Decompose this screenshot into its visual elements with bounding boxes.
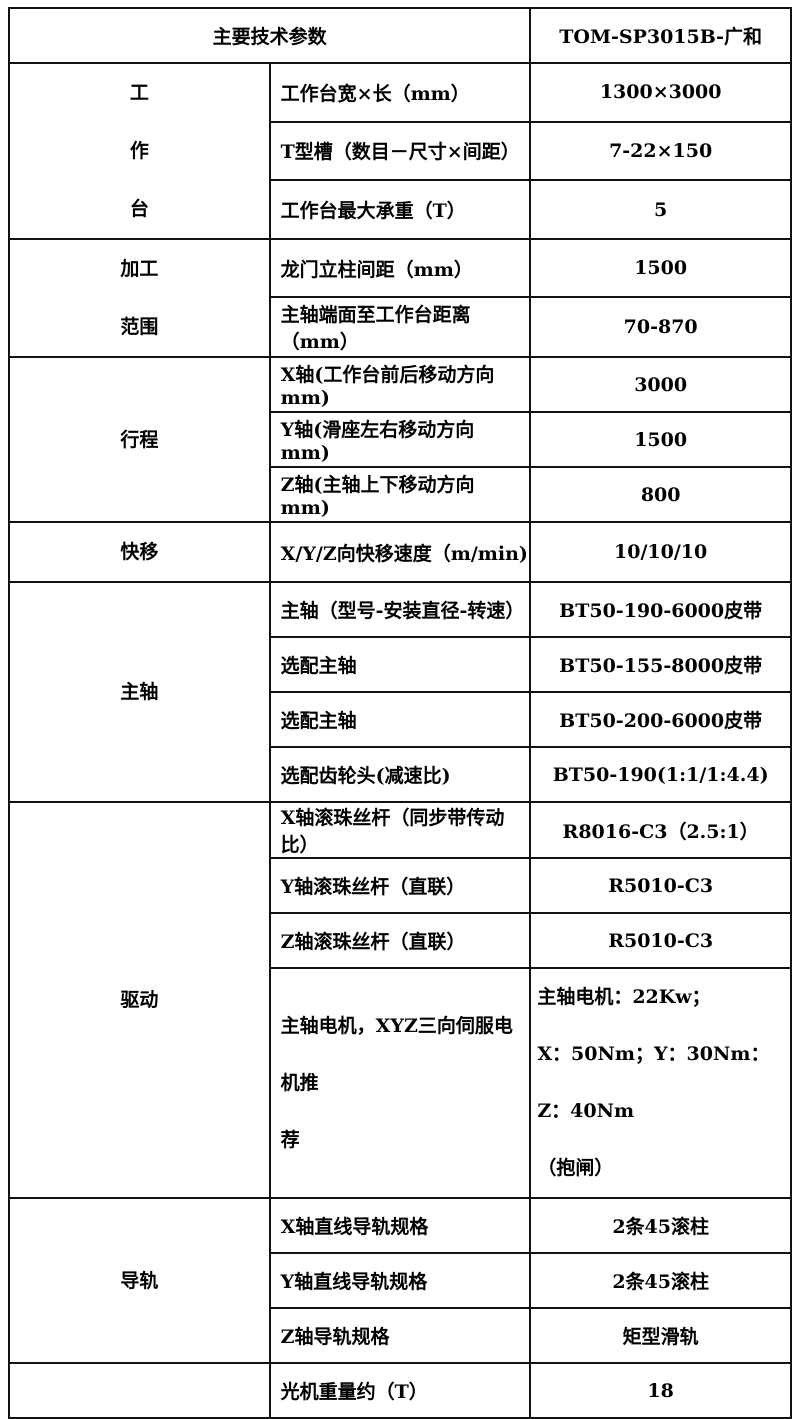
table-row: Y轴直线导轨规格 2条45滚柱 [9, 1252, 792, 1309]
table-row: Z轴(主轴上下移动方向 mm) 800 [9, 466, 792, 523]
param-cell: 光机重量约（T） [268, 1362, 532, 1419]
param-cell: 主轴电机，XYZ三向伺服电机推荐 [268, 967, 532, 1199]
value-cell: 2条45滚柱 [529, 1197, 792, 1254]
param-cell: Y轴滚珠丝杆（直联） [268, 857, 532, 914]
category-label: 驱动 [120, 989, 159, 1011]
value-cell: R5010-C3 [529, 857, 792, 914]
table-row-motor: 主轴电机，XYZ三向伺服电机推荐主轴电机：22Kw； X：50Nm；Y：30Nm：… [9, 967, 792, 1199]
table-row: T型槽（数目－尺寸×间距） 7-22×150 [9, 120, 792, 182]
category-label: 主轴 [120, 681, 159, 703]
category-cell [8, 1362, 271, 1419]
category-label: 范围 [120, 316, 159, 338]
table-row: 选配主轴 BT50-155-8000皮带 [9, 636, 792, 693]
table-row: Y轴(滑座左右移动方向 mm) 1500 [9, 411, 792, 468]
table-row: Z轴滚珠丝杆（直联） R5010-C3 [9, 912, 792, 969]
param-cell: 龙门立柱间距（mm） [268, 237, 532, 299]
category-cell: 驱动 [8, 801, 271, 1199]
value-cell: 1500 [529, 411, 792, 468]
table-row: 快移 X/Y/Z向快移速度（m/min) 10/10/10 [8, 521, 792, 583]
spec-table: 主要技术参数 TOM-SP3015B-广和 工作台工作台宽×长（mm） 1300×… [7, 7, 792, 1419]
category-label: 加工 [120, 258, 159, 280]
category-label: 工 [129, 82, 149, 104]
param-cell: Y轴直线导轨规格 [268, 1252, 532, 1309]
param-cell: 选配主轴 [268, 691, 532, 748]
category-label: 导轨 [120, 1269, 159, 1292]
param-line: 主轴电机，XYZ三向伺服电机推 [280, 1014, 513, 1094]
table-row: 工作台最大承重（T） 5 [9, 179, 792, 240]
category-cell: 加工 范围 [8, 238, 271, 358]
table-row: Z轴导轨规格 矩型滑轨 [9, 1307, 792, 1364]
value-line: 主轴电机：22Kw； [537, 986, 711, 1008]
param-cell: 选配齿轮头(减速比) [268, 746, 532, 803]
param-line: 荐 [280, 1128, 300, 1151]
table-row: Y轴滚珠丝杆（直联） R5010-C3 [9, 857, 792, 914]
value-line: X：50Nm；Y：30Nm：Z：40Nm [537, 1043, 770, 1122]
category-cell: 工作台 [8, 62, 271, 240]
category-label: 作 [129, 140, 149, 162]
param-cell: X轴(工作台前后移动方向 mm) [268, 356, 532, 413]
table-row: 行程 X轴(工作台前后移动方向 mm) 3000 [8, 356, 792, 523]
param-cell: Z轴导轨规格 [268, 1307, 532, 1364]
param-cell: 工作台最大承重（T） [268, 179, 532, 240]
param-cell: Y轴(滑座左右移动方向 mm) [268, 411, 532, 468]
value-cell: R5010-C3 [529, 912, 792, 969]
category-label: 快移 [120, 541, 159, 563]
value-cell: R8016-C3（2.5:1） [529, 801, 792, 859]
value-cell: 2条45滚柱 [529, 1252, 792, 1309]
category-label: 行程 [120, 428, 159, 451]
param-cell: X/Y/Z向快移速度（m/min) [268, 521, 532, 583]
value-cell: 10/10/10 [529, 521, 792, 583]
value-line: （抱闸） [537, 1157, 614, 1179]
value-cell: 1300×3000 [529, 62, 792, 123]
param-cell: X轴直线导轨规格 [268, 1197, 532, 1254]
value-cell: 矩型滑轨 [529, 1307, 792, 1364]
table-header-row: 主要技术参数 TOM-SP3015B-广和 [7, 7, 792, 64]
value-cell: 1500 [529, 237, 792, 299]
param-cell: Z轴(主轴上下移动方向 mm) [268, 466, 532, 523]
value-cell: 18 [529, 1362, 792, 1419]
table-row: 导轨 X轴直线导轨规格 2条45滚柱 [8, 1197, 792, 1364]
table-row: 工作台工作台宽×长（mm） 1300×3000 [8, 62, 792, 240]
param-cell: T型槽（数目－尺寸×间距） [268, 120, 532, 182]
table-row: 光机重量约（T） 18 [8, 1362, 792, 1419]
param-cell: 工作台宽×长（mm） [268, 62, 532, 123]
table-row: 主轴端面至工作台距离（mm） 70-870 [9, 296, 792, 358]
category-cell: 行程 [8, 356, 271, 523]
param-cell: 选配主轴 [268, 636, 532, 693]
header-param: 主要技术参数 [7, 7, 532, 64]
value-cell: BT50-190(1:1/1:4.4) [529, 746, 792, 803]
value-cell: 70-870 [529, 296, 792, 358]
table-row: 选配齿轮头(减速比) BT50-190(1:1/1:4.4) [9, 746, 792, 803]
value-cell: 800 [529, 466, 792, 523]
category-cell: 导轨 [8, 1197, 271, 1364]
value-cell: 主轴电机：22Kw； X：50Nm；Y：30Nm：Z：40Nm （抱闸） [529, 967, 792, 1199]
param-cell: Z轴滚珠丝杆（直联） [268, 912, 532, 969]
value-cell: 7-22×150 [529, 120, 792, 182]
table-row: 驱动 X轴滚珠丝杆（同步带传动比） R8016-C3（2.5:1） [8, 801, 792, 1199]
param-cell: 主轴（型号-安装直径-转速） [268, 581, 532, 638]
value-cell: 5 [529, 179, 792, 240]
value-cell: BT50-190-6000皮带 [529, 581, 792, 638]
category-cell: 快移 [8, 521, 271, 583]
param-cell: X轴滚珠丝杆（同步带传动比） [268, 801, 532, 859]
value-cell: 3000 [529, 356, 792, 413]
category-label: 台 [129, 198, 149, 220]
table-row: 主轴 主轴（型号-安装直径-转速） BT50-190-6000皮带 [8, 581, 792, 803]
category-cell: 主轴 [8, 581, 271, 803]
header-model: TOM-SP3015B-广和 [529, 7, 792, 64]
table-row: 加工 范围 龙门立柱间距（mm） 1500 [8, 237, 792, 358]
value-cell: BT50-200-6000皮带 [529, 691, 792, 748]
param-cell: 主轴端面至工作台距离（mm） [268, 296, 532, 358]
table-row: 选配主轴 BT50-200-6000皮带 [9, 691, 792, 748]
value-cell: BT50-155-8000皮带 [529, 636, 792, 693]
